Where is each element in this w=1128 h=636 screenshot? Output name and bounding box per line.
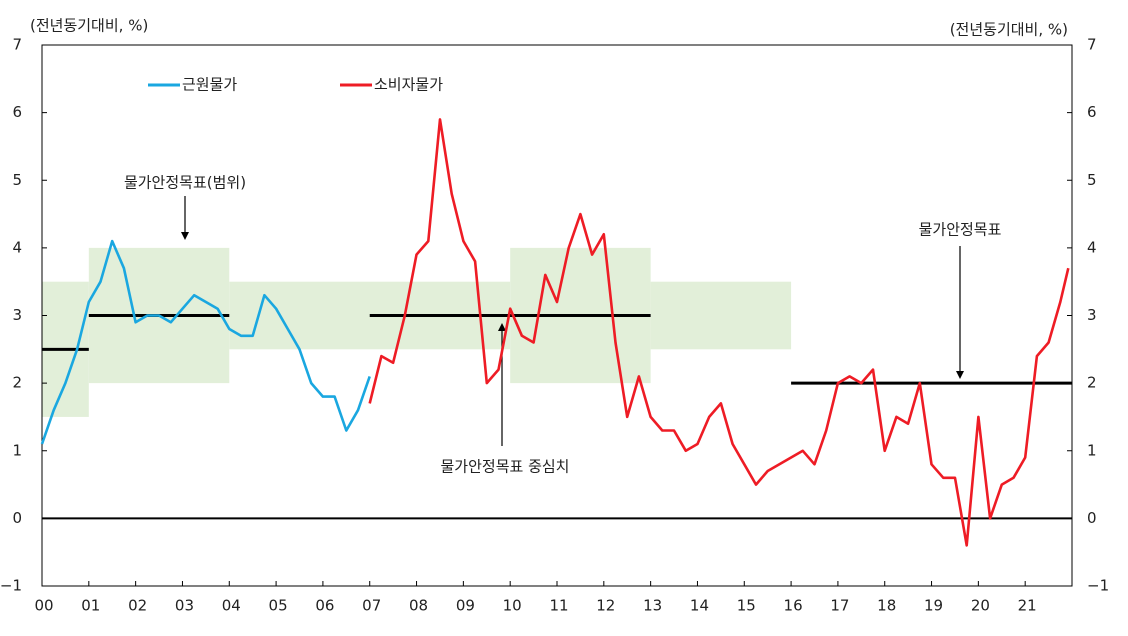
x-tick-label: 01 xyxy=(81,597,100,615)
x-tick-label: 09 xyxy=(456,597,475,615)
y-tick-label: 1 xyxy=(12,441,22,459)
x-tick-label: 11 xyxy=(549,597,568,615)
x-tick-label: 17 xyxy=(830,597,849,615)
x-tick-label: 14 xyxy=(690,597,709,615)
x-tick-label: 04 xyxy=(222,597,241,615)
y2-axis-label: (전년동기대비, %) xyxy=(950,21,1068,39)
x-tick-label: 05 xyxy=(269,597,288,615)
y2-tick-label: 4 xyxy=(1087,238,1097,256)
x-tick-label: 19 xyxy=(924,597,943,615)
x-tick-label: 18 xyxy=(877,597,896,615)
annotation: 물가안정목표 중심치 xyxy=(441,458,570,476)
annotation: 물가안정목표 xyxy=(919,221,1002,239)
y-tick-label: 6 xyxy=(12,103,22,121)
y-tick-label: 5 xyxy=(12,171,22,189)
x-tick-label: 15 xyxy=(737,597,756,615)
annotation: 물가안정목표(범위) xyxy=(124,174,246,192)
x-tick-label: 03 xyxy=(175,597,194,615)
y2-tick-label: 6 xyxy=(1087,103,1097,121)
target-range xyxy=(650,281,792,350)
series-line xyxy=(40,239,371,445)
arrow-head xyxy=(498,323,506,331)
x-tick-label: 12 xyxy=(596,597,615,615)
legend-label: 근원물가 xyxy=(182,76,237,94)
series-line xyxy=(368,118,1070,547)
x-tick-label: 21 xyxy=(1018,597,1037,615)
x-tick-label: 13 xyxy=(643,597,662,615)
x-tick-label: 08 xyxy=(409,597,428,615)
y2-tick-label: 3 xyxy=(1087,306,1097,324)
y2-tick-label: 2 xyxy=(1087,374,1097,392)
y-tick-label: −1 xyxy=(0,577,22,595)
y2-tick-label: 5 xyxy=(1087,171,1097,189)
y-tick-label: 4 xyxy=(12,238,22,256)
x-tick-label: 06 xyxy=(315,597,334,615)
x-tick-label: 16 xyxy=(784,597,803,615)
arrow-head xyxy=(181,232,189,240)
y2-tick-label: 7 xyxy=(1087,36,1097,54)
y-tick-label: 3 xyxy=(12,306,22,324)
x-tick-label: 07 xyxy=(362,597,381,615)
y-tick-label: 7 xyxy=(12,36,22,54)
y2-tick-label: −1 xyxy=(1087,577,1109,595)
x-tick-label: 20 xyxy=(971,597,990,615)
x-tick-label: 02 xyxy=(128,597,147,615)
y-tick-label: 2 xyxy=(12,374,22,392)
x-tick-label: 00 xyxy=(34,597,53,615)
y-tick-label: 0 xyxy=(12,509,22,527)
y2-tick-label: 0 xyxy=(1087,509,1097,527)
x-tick-label: 10 xyxy=(503,597,522,615)
arrow-head xyxy=(956,371,964,379)
y2-tick-label: 1 xyxy=(1087,441,1097,459)
y-axis-label: (전년동기대비, %) xyxy=(30,17,148,35)
legend-label: 소비자물가 xyxy=(374,76,443,94)
